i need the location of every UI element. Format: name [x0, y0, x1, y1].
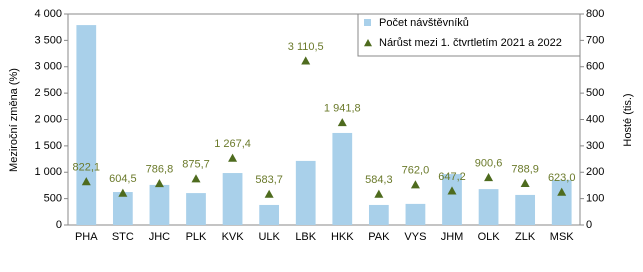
marker — [557, 187, 567, 196]
legend-swatch — [364, 39, 372, 47]
marker — [520, 178, 530, 187]
y2-tick-label: 400 — [586, 113, 604, 125]
y2-tick-label: 800 — [586, 8, 604, 20]
bar — [442, 174, 462, 225]
bar — [515, 194, 536, 225]
bar — [259, 204, 280, 225]
legend-label: Počet návštěvníků — [379, 17, 469, 29]
marker — [264, 189, 274, 198]
data-label: 786,8 — [146, 163, 174, 175]
bar — [478, 189, 499, 225]
bar — [222, 173, 243, 225]
bar — [186, 193, 206, 225]
marker — [228, 153, 238, 162]
marker — [337, 118, 347, 127]
y2-tick-label: 700 — [586, 34, 604, 46]
y2-tick-label: 200 — [586, 166, 604, 178]
marker — [447, 186, 457, 195]
data-label: 584,3 — [365, 174, 393, 186]
x-tick-label: STC — [112, 231, 134, 243]
legend-swatch — [364, 19, 371, 26]
data-label: 604,5 — [109, 173, 137, 185]
marker — [191, 174, 201, 183]
y-tick-label: 4 000 — [34, 8, 62, 20]
x-tick-label: PHA — [75, 231, 98, 243]
legend-label: Nárůst mezi 1. čtvrtletím 2021 a 2022 — [379, 37, 562, 49]
y2-tick-label: 300 — [586, 140, 604, 152]
x-tick-label: OLK — [478, 231, 501, 243]
marker — [301, 56, 311, 65]
bar — [295, 160, 316, 225]
data-label: 822,1 — [73, 162, 101, 174]
bar — [76, 25, 97, 225]
data-label: 875,7 — [182, 159, 210, 171]
x-tick-label: VYS — [404, 231, 426, 243]
x-tick-label: ZLK — [515, 231, 536, 243]
x-tick-label: ULK — [258, 231, 280, 243]
marker — [81, 177, 91, 186]
data-label: 1 267,4 — [214, 138, 251, 150]
data-label: 762,0 — [402, 165, 430, 177]
x-tick-label: MSK — [550, 231, 575, 243]
marker — [410, 180, 420, 189]
data-label: 623,0 — [548, 172, 576, 184]
y-tick-label: 500 — [44, 193, 62, 205]
y-tick-label: 3 000 — [34, 61, 62, 73]
bar — [551, 179, 572, 225]
data-label: 647,2 — [438, 171, 466, 183]
y2-axis-title: Hosté (tis.) — [622, 93, 634, 146]
x-tick-label: JHM — [441, 231, 464, 243]
y-tick-label: 2 000 — [34, 113, 62, 125]
plot-frame — [67, 13, 581, 226]
data-label: 3 110,5 — [288, 41, 324, 53]
x-tick-label: JHC — [149, 231, 170, 243]
bar — [368, 204, 389, 225]
data-label: 1 941,8 — [324, 102, 361, 114]
data-label: 900,6 — [475, 157, 503, 169]
y-tick-label: 2 500 — [34, 87, 62, 99]
x-tick-label: KVK — [222, 231, 245, 243]
y-tick-label: 0 — [56, 219, 62, 231]
y-tick-label: 1 500 — [34, 140, 62, 152]
bar — [112, 192, 133, 225]
y-tick-label: 3 500 — [34, 34, 62, 46]
y2-tick-label: 100 — [586, 193, 604, 205]
y-axis-title: Meziroční změna (%) — [8, 68, 20, 172]
x-tick-label: HKK — [331, 231, 354, 243]
y2-tick-label: 0 — [586, 219, 592, 231]
x-tick-label: LBK — [295, 231, 316, 243]
x-tick-label: PLK — [186, 231, 207, 243]
legend-box — [357, 13, 581, 57]
bar — [149, 184, 170, 225]
bar — [405, 203, 426, 225]
marker — [154, 178, 164, 188]
marker — [374, 189, 384, 198]
bar — [332, 132, 353, 225]
y-tick-label: 1 000 — [34, 166, 62, 178]
data-label: 583,7 — [255, 174, 283, 186]
marker — [118, 188, 128, 197]
y2-tick-label: 500 — [586, 87, 604, 99]
x-tick-label: PAK — [368, 231, 390, 243]
data-label: 788,9 — [511, 163, 539, 175]
y2-tick-label: 600 — [586, 61, 604, 73]
marker — [484, 172, 494, 182]
